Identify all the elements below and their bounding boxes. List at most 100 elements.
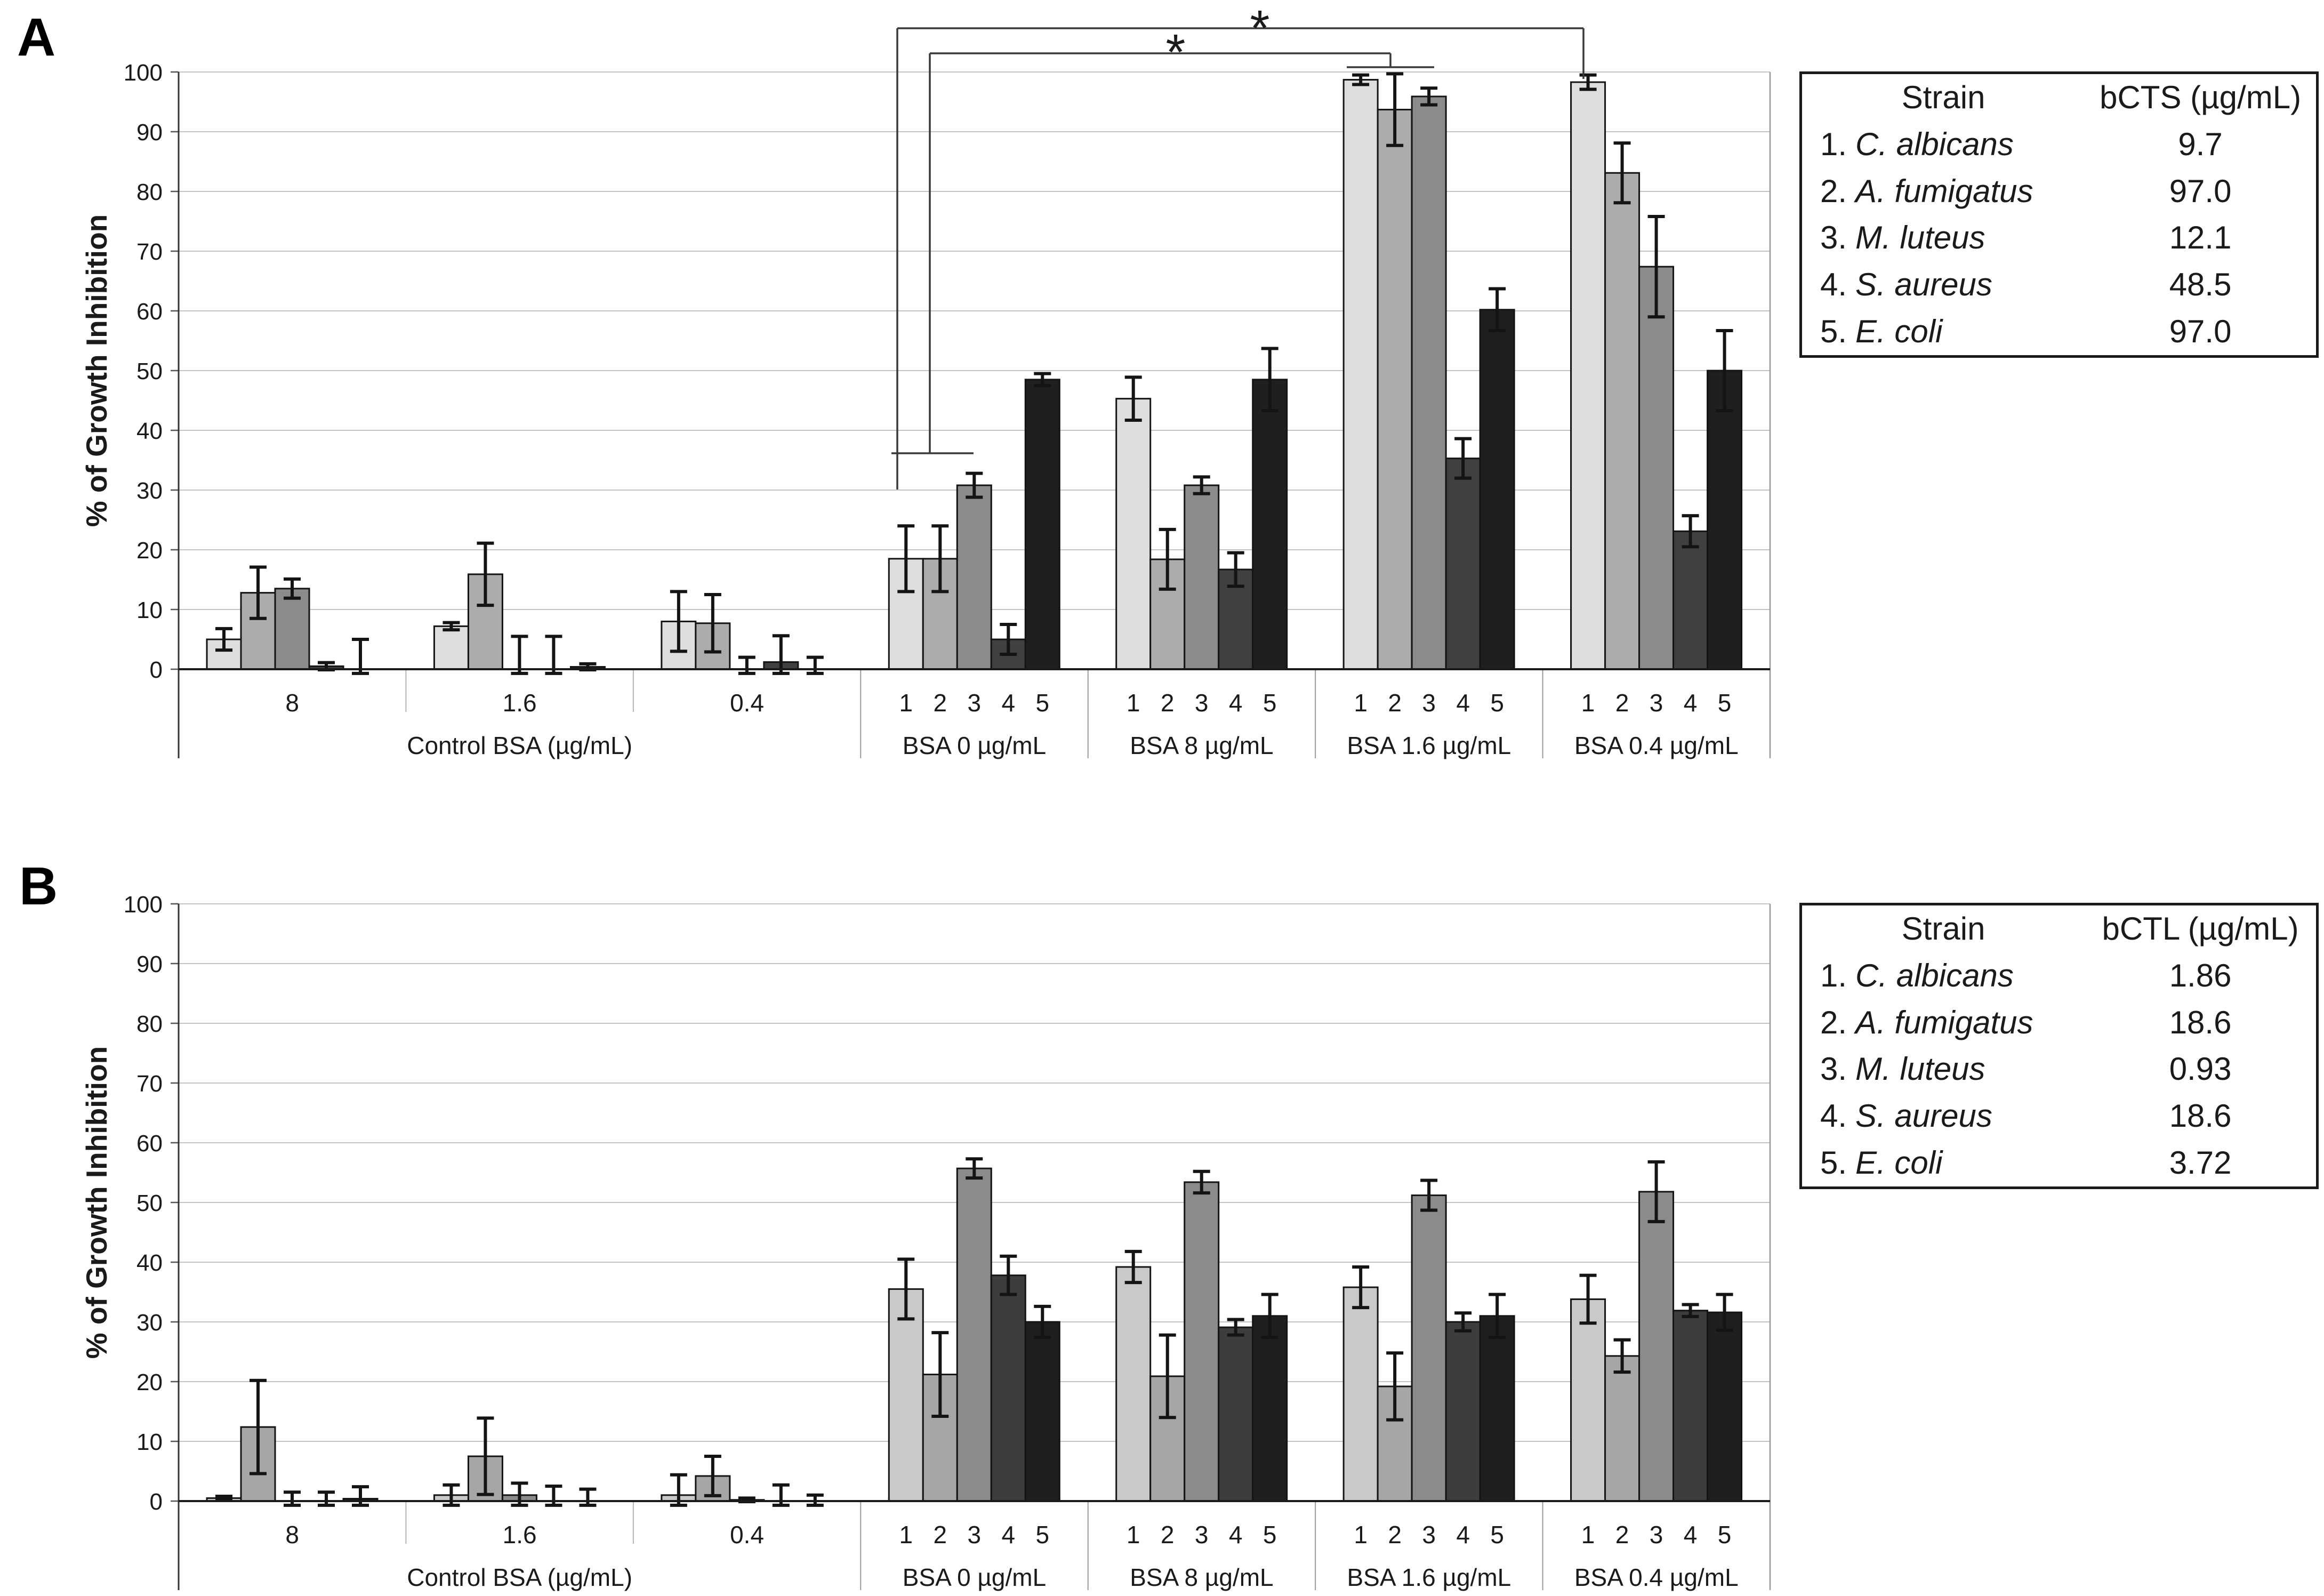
mic-table-bcts: Strain bCTS (µg/mL) 1. C. albicans 9.7 2…: [1799, 71, 2319, 358]
significance-star: *: [1166, 24, 1186, 81]
strain-number: 4.: [1820, 1098, 1847, 1134]
bar-strain-5: [1024, 1321, 1060, 1502]
bar-strain-2: [1604, 172, 1641, 670]
mic-table-bctl: Strain bCTL (µg/mL) 1. C. albicans 1.86 …: [1799, 903, 2319, 1189]
y-tick-label: 40: [136, 418, 163, 444]
bar-strain-5: [1252, 379, 1288, 670]
x-tick-label: 2: [1615, 689, 1629, 717]
x-tick-label: 1: [1354, 1521, 1368, 1549]
mic-value: 48.5: [2169, 267, 2232, 303]
y-tick-label: 30: [136, 1310, 163, 1336]
x-tick-label: 2: [1388, 689, 1402, 717]
y-tick-label: 60: [136, 1130, 163, 1157]
y-axis-title: % of Growth Inhibition: [80, 1046, 113, 1359]
y-tick-label: 100: [124, 892, 163, 918]
bar-strain-3: [1638, 266, 1675, 670]
table-row-strain: 3. M. luteus: [1802, 215, 2085, 262]
strain-name: M. luteus: [1855, 1051, 1985, 1087]
x-tick-label: 4: [1684, 689, 1698, 717]
x-tick-label: 4: [1456, 1521, 1470, 1549]
category-label: BSA 1.6 µg/mL: [1347, 732, 1511, 759]
bar-strain-4: [1445, 458, 1481, 670]
strain-number: 3.: [1820, 220, 1847, 256]
mic-value: 18.6: [2169, 1004, 2232, 1040]
bar-strain-5: [1707, 370, 1743, 670]
y-tick-label: 100: [124, 60, 163, 86]
bar-strain-1: [1342, 79, 1379, 670]
strain-name: C. albicans: [1855, 126, 2014, 162]
x-tick-label: 5: [1490, 1521, 1504, 1549]
x-tick-label: 8: [285, 689, 299, 717]
category-label: BSA 0.4 µg/mL: [1574, 732, 1739, 759]
bar-strain-4: [1445, 1321, 1481, 1502]
category-label: BSA 0 µg/mL: [903, 1563, 1046, 1591]
x-tick-label: 1.6: [503, 689, 537, 717]
table-row-strain: 4. S. aureus: [1802, 261, 2085, 308]
mic-value: 97.0: [2169, 314, 2232, 350]
y-tick-label: 50: [136, 358, 163, 384]
x-tick-label: 8: [285, 1521, 299, 1549]
x-tick-label: 2: [933, 689, 947, 717]
x-tick-label: 5: [1490, 689, 1504, 717]
category-label: BSA 8 µg/mL: [1130, 732, 1273, 759]
category-label: Control BSA (µg/mL): [407, 732, 632, 759]
x-tick-label: 5: [1263, 1521, 1277, 1549]
strain-number: 1.: [1820, 126, 1847, 162]
y-tick-label: 90: [136, 119, 163, 146]
x-tick-label: 1: [1127, 689, 1140, 717]
strain-name: E. coli: [1855, 314, 1943, 350]
bar-strain-5: [1024, 379, 1060, 670]
category-label: BSA 0 µg/mL: [903, 732, 1046, 759]
strain-name: A. fumigatus: [1855, 173, 2033, 209]
y-tick-label: 10: [136, 1429, 163, 1455]
bar-strain-4: [1672, 1310, 1709, 1502]
y-tick-label: 80: [136, 179, 163, 205]
table-row-strain: 5. E. coli: [1802, 308, 2085, 355]
x-tick-label: 3: [1195, 1521, 1209, 1549]
x-tick-label: 1: [1127, 1521, 1140, 1549]
x-tick-label: 4: [1456, 689, 1470, 717]
x-tick-label: 3: [1650, 689, 1663, 717]
x-tick-label: 5: [1035, 1521, 1049, 1549]
y-tick-label: 80: [136, 1011, 163, 1037]
bar-strain-5: [1707, 1311, 1743, 1502]
x-tick-label: 3: [1195, 689, 1209, 717]
table-header-strain: Strain: [1901, 910, 1985, 947]
bar-strain-3: [956, 484, 992, 670]
x-tick-label: 2: [1388, 1521, 1402, 1549]
x-tick-label: 4: [1229, 1521, 1243, 1549]
bar-strain-1: [1115, 1266, 1152, 1502]
bar-strain-2: [1604, 1355, 1641, 1502]
y-tick-label: 20: [136, 538, 163, 564]
bar-strain-3: [1184, 1181, 1220, 1502]
table-header-strain: Strain: [1901, 79, 1985, 115]
bar-strain-4: [1672, 530, 1709, 670]
bar-strain-5: [1479, 1315, 1515, 1502]
strain-number: 3.: [1820, 1051, 1847, 1087]
y-tick-label: 20: [136, 1369, 163, 1396]
x-tick-label: 1: [899, 689, 913, 717]
x-tick-label: 2: [933, 1521, 947, 1549]
x-tick-label: 2: [1615, 1521, 1629, 1549]
x-tick-label: 5: [1263, 689, 1277, 717]
bar-strain-1: [1570, 1298, 1606, 1502]
x-tick-label: 5: [1035, 689, 1049, 717]
bar-strain-3: [1411, 95, 1447, 670]
bar-strain-3: [956, 1167, 992, 1502]
y-tick-label: 40: [136, 1250, 163, 1276]
category-label: BSA 0.4 µg/mL: [1574, 1563, 1739, 1591]
bar-strain-1: [1115, 398, 1152, 670]
x-tick-label: 5: [1718, 1521, 1732, 1549]
strain-name: A. fumigatus: [1855, 1004, 2033, 1040]
x-tick-label: 1: [1581, 1521, 1595, 1549]
x-tick-label: 4: [1229, 689, 1243, 717]
strain-name: S. aureus: [1855, 1098, 1992, 1134]
strain-number: 1.: [1820, 957, 1847, 993]
bar-strain-5: [1479, 309, 1515, 670]
x-tick-label: 4: [1684, 1521, 1698, 1549]
table-row-strain: 3. M. luteus: [1802, 1046, 2085, 1093]
bar-strain-3: [1184, 484, 1220, 670]
bar-strain-4: [1218, 1326, 1254, 1502]
